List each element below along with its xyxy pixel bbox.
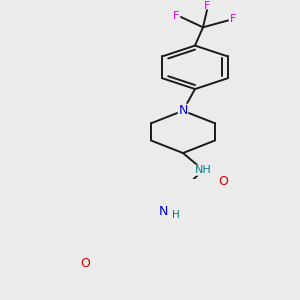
Text: N: N (178, 104, 188, 117)
Text: F: F (204, 1, 210, 10)
Text: H: H (172, 210, 180, 220)
Text: O: O (80, 257, 90, 270)
Text: F: F (230, 14, 236, 24)
Polygon shape (89, 247, 105, 259)
Polygon shape (133, 211, 163, 231)
Text: O: O (218, 175, 228, 188)
Text: NH: NH (195, 165, 212, 175)
Text: N: N (158, 205, 168, 218)
Text: F: F (173, 11, 179, 21)
